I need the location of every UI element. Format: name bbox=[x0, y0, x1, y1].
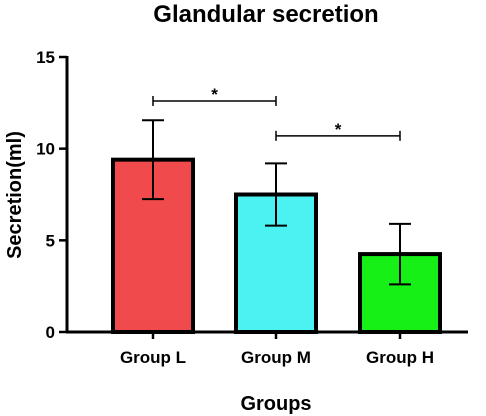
x-tick-label: Group L bbox=[120, 348, 186, 367]
chart-title: Glandular secretion bbox=[153, 1, 378, 28]
y-axis-label: Secretion(ml) bbox=[4, 131, 26, 259]
y-tick-label: 5 bbox=[46, 231, 55, 250]
y-tick-label: 15 bbox=[36, 48, 55, 67]
significance-label: * bbox=[335, 120, 342, 139]
y-tick-label: 10 bbox=[36, 140, 55, 159]
x-axis-label: Groups bbox=[240, 393, 311, 415]
plot-area: 0 5 10 15 Group L Group M Group H * * bbox=[36, 48, 468, 367]
significance-label: * bbox=[211, 85, 218, 104]
x-tick-label: Group M bbox=[241, 348, 311, 367]
y-tick-label: 0 bbox=[46, 323, 55, 342]
x-tick-label: Group H bbox=[366, 348, 434, 367]
